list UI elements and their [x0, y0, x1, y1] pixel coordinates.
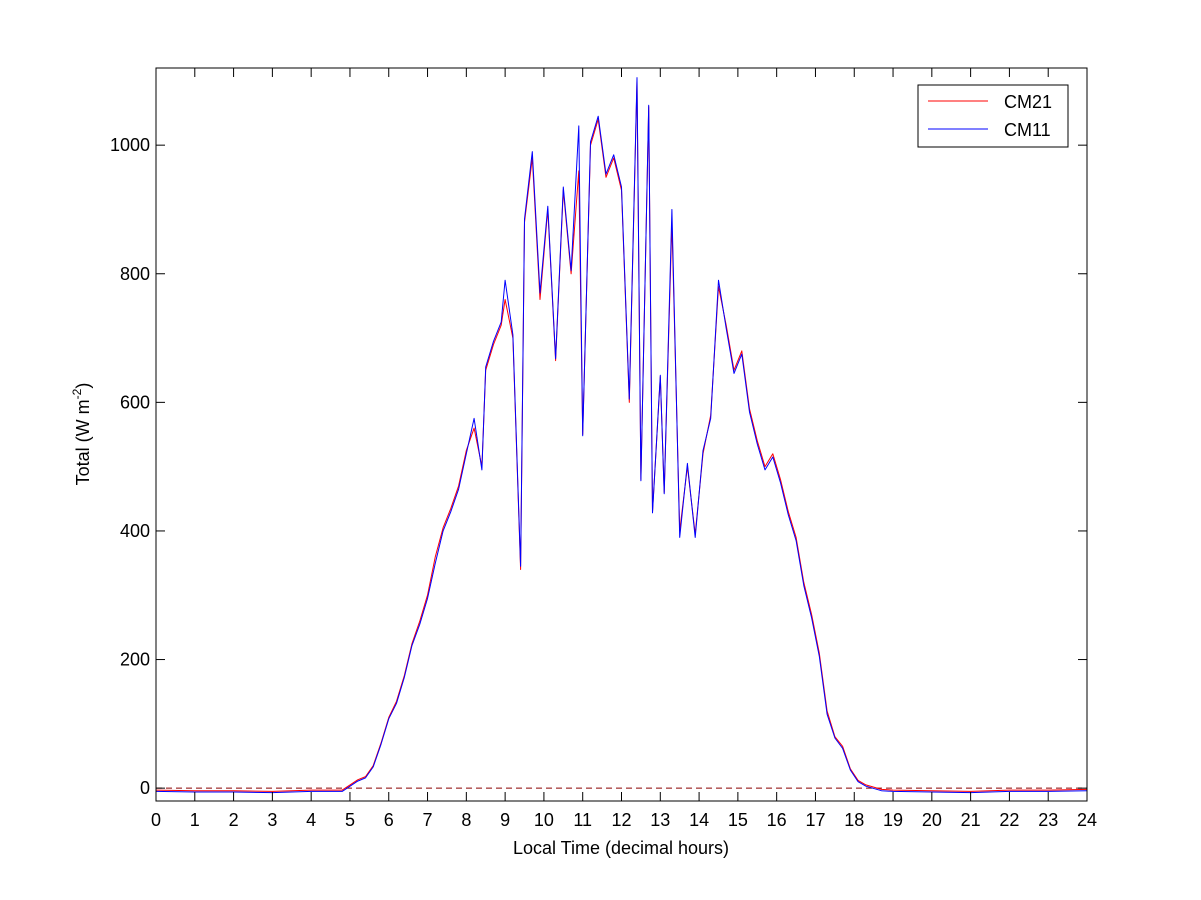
x-tick-label: 20 [922, 810, 942, 830]
x-tick-label: 12 [611, 810, 631, 830]
legend-label-cm11: CM11 [1004, 120, 1051, 140]
x-tick-label: 13 [650, 810, 670, 830]
series-layer [155, 77, 1088, 794]
x-tick-label: 2 [229, 810, 239, 830]
legend-box [917, 84, 1069, 148]
x-tick-label: 3 [267, 810, 277, 830]
x-tick-label: 11 [573, 810, 592, 830]
x-tick-label: 9 [500, 810, 510, 830]
y-axis-label: Total (W m-2) [70, 383, 93, 486]
x-tick-label: 19 [883, 810, 903, 830]
y-tick-label: 800 [120, 264, 150, 284]
x-tick-label: 24 [1077, 810, 1097, 830]
x-tick-label: 23 [1038, 810, 1058, 830]
x-tick-label: 14 [689, 810, 709, 830]
plot-background [156, 68, 1087, 801]
y-tick-label: 1000 [110, 135, 150, 155]
y-tick-labels: 0 200 400 600 800 1000 [110, 135, 150, 798]
y-tick-label: 200 [120, 650, 150, 670]
x-tick-label: 6 [384, 810, 394, 830]
x-tick-label: 5 [345, 810, 355, 830]
y-axis-label-close: ) [73, 383, 93, 389]
x-tick-label: 7 [423, 810, 433, 830]
y-axis-label-main: Total (W m [73, 399, 93, 485]
legend: CM21 CM11 [917, 84, 1069, 148]
y-tick-label: 600 [120, 392, 150, 412]
x-tick-labels: 0 1 2 3 4 5 6 7 8 9 10 11 12 13 14 15 16 17 18 19 20 21 22 23 24 [151, 810, 1097, 830]
y-axis-label-superscript: -2 [70, 388, 84, 399]
x-tick-label: 10 [534, 810, 554, 830]
x-tick-label: 4 [306, 810, 316, 830]
x-axis-label: Local Time (decimal hours) [513, 838, 729, 858]
y-tick-label: 0 [140, 778, 150, 798]
x-tick-label: 21 [961, 810, 981, 830]
x-tick-label: 18 [844, 810, 864, 830]
y-tick-label: 400 [120, 521, 150, 541]
x-tick-label: 15 [728, 810, 748, 830]
x-tick-label: 22 [999, 810, 1019, 830]
tick-layer [155, 68, 1088, 801]
x-tick-label: 1 [190, 810, 200, 830]
series-line-cm11 [155, 77, 1088, 794]
x-tick-label: 0 [151, 810, 161, 830]
legend-label-cm21: CM21 [1004, 92, 1052, 112]
x-tick-label: 17 [805, 810, 825, 830]
x-tick-label: 8 [461, 810, 471, 830]
x-tick-label: 16 [767, 810, 787, 830]
